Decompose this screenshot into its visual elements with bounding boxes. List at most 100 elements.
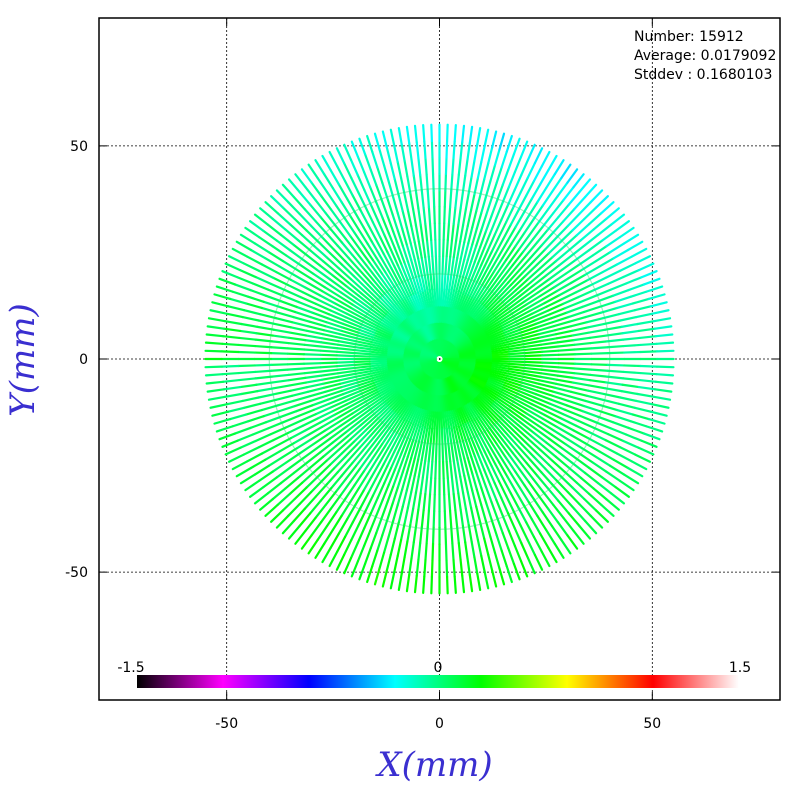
spoke-segment (567, 512, 581, 528)
spoke-segment (452, 459, 458, 479)
spoke-segment (469, 420, 479, 438)
spoke-segment (459, 241, 466, 260)
spoke-segment (493, 401, 509, 414)
spoke-segment (455, 425, 462, 444)
spoke-segment (403, 278, 413, 297)
spoke-segment (391, 305, 405, 321)
spoke-segment (511, 250, 525, 267)
spoke-segment (387, 341, 406, 349)
spoke-segment (538, 382, 557, 389)
spoke-segment (545, 173, 556, 190)
spoke-segment (341, 322, 360, 331)
spoke-segment (320, 290, 338, 301)
spoke-segment (532, 204, 544, 221)
spoke-segment (457, 492, 462, 511)
spoke-segment (450, 476, 455, 496)
spoke-segment (562, 295, 580, 305)
spoke-segment (612, 421, 630, 430)
spoke-segment (469, 301, 482, 317)
spoke-segment (527, 409, 544, 420)
spoke-segment (463, 296, 474, 313)
spoke-segment (486, 252, 497, 270)
spoke-segment (498, 420, 512, 435)
spoke-segment (551, 315, 570, 324)
spoke-segment (452, 426, 459, 445)
spoke-segment (475, 354, 494, 358)
spoke-segment (539, 532, 550, 549)
spoke-segment (471, 400, 484, 416)
spoke-segment (573, 341, 592, 346)
spoke-segment (411, 424, 419, 443)
spoke-segment (554, 325, 573, 332)
spoke-segment (491, 353, 511, 357)
spoke-segment (370, 370, 389, 378)
spoke-segment (609, 492, 626, 505)
spoke-segment (578, 502, 592, 517)
spoke-segment (395, 283, 406, 300)
spoke-segment (487, 146, 494, 165)
spoke-segment (340, 200, 352, 218)
spoke-segment (532, 248, 547, 263)
spoke-segment (321, 337, 340, 343)
spoke-segment (286, 362, 306, 366)
spoke-segment (601, 263, 619, 274)
spoke-segment (251, 282, 270, 291)
spoke-segment (225, 312, 244, 319)
spoke-segment (541, 353, 560, 357)
spoke-segment (483, 128, 490, 147)
spoke-segment (525, 461, 539, 477)
spoke-segment (600, 503, 615, 517)
spoke-segment (243, 402, 262, 409)
spoke-segment (371, 338, 390, 346)
spoke-segment (299, 413, 317, 423)
spoke-segment (456, 442, 462, 461)
spoke-segment (427, 394, 433, 413)
spoke-segment (572, 429, 590, 440)
spoke-segment (529, 244, 543, 260)
spoke-segment (275, 437, 292, 448)
spoke-segment (297, 300, 315, 310)
spoke-segment (442, 477, 446, 496)
spoke-segment (356, 173, 366, 191)
spoke-segment (505, 134, 513, 153)
spoke-segment (319, 361, 338, 365)
spoke-segment (218, 277, 237, 286)
spoke-segment (389, 162, 396, 181)
spoke-segment (369, 168, 378, 187)
spoke-segment (473, 522, 480, 542)
spoke-segment (399, 402, 411, 419)
spoke-segment (309, 394, 328, 403)
spoke-segment (409, 191, 415, 211)
spoke-segment (538, 329, 557, 336)
spoke-segment (490, 369, 509, 375)
spoke-segment (329, 169, 340, 186)
spoke-segment (344, 316, 362, 325)
spoke-segment (507, 342, 526, 348)
spoke-segment (358, 454, 371, 470)
spoke-segment (612, 458, 630, 470)
spoke-segment (209, 309, 228, 315)
spoke-segment (400, 556, 406, 575)
spoke-segment (301, 470, 316, 484)
spoke-segment (461, 207, 467, 227)
spoke-segment (376, 533, 384, 552)
spoke-segment (461, 294, 472, 312)
spoke-segment (571, 461, 587, 475)
spoke-segment (491, 402, 507, 416)
spoke-segment (388, 371, 407, 381)
spoke-segment (581, 409, 599, 418)
spoke-segment (224, 320, 243, 326)
spoke-segment (420, 307, 428, 326)
spoke-segment (492, 445, 504, 462)
spoke-segment (605, 498, 620, 511)
spoke-segment (463, 225, 469, 244)
spoke-segment (467, 380, 483, 394)
spoke-segment (486, 327, 504, 337)
spoke-segment (619, 315, 638, 322)
spoke-segment (571, 486, 586, 501)
spoke-segment (494, 399, 511, 411)
spoke-segment (407, 294, 418, 312)
spoke-segment (478, 434, 489, 451)
spoke-segment (254, 344, 273, 349)
spoke-segment (536, 514, 548, 532)
